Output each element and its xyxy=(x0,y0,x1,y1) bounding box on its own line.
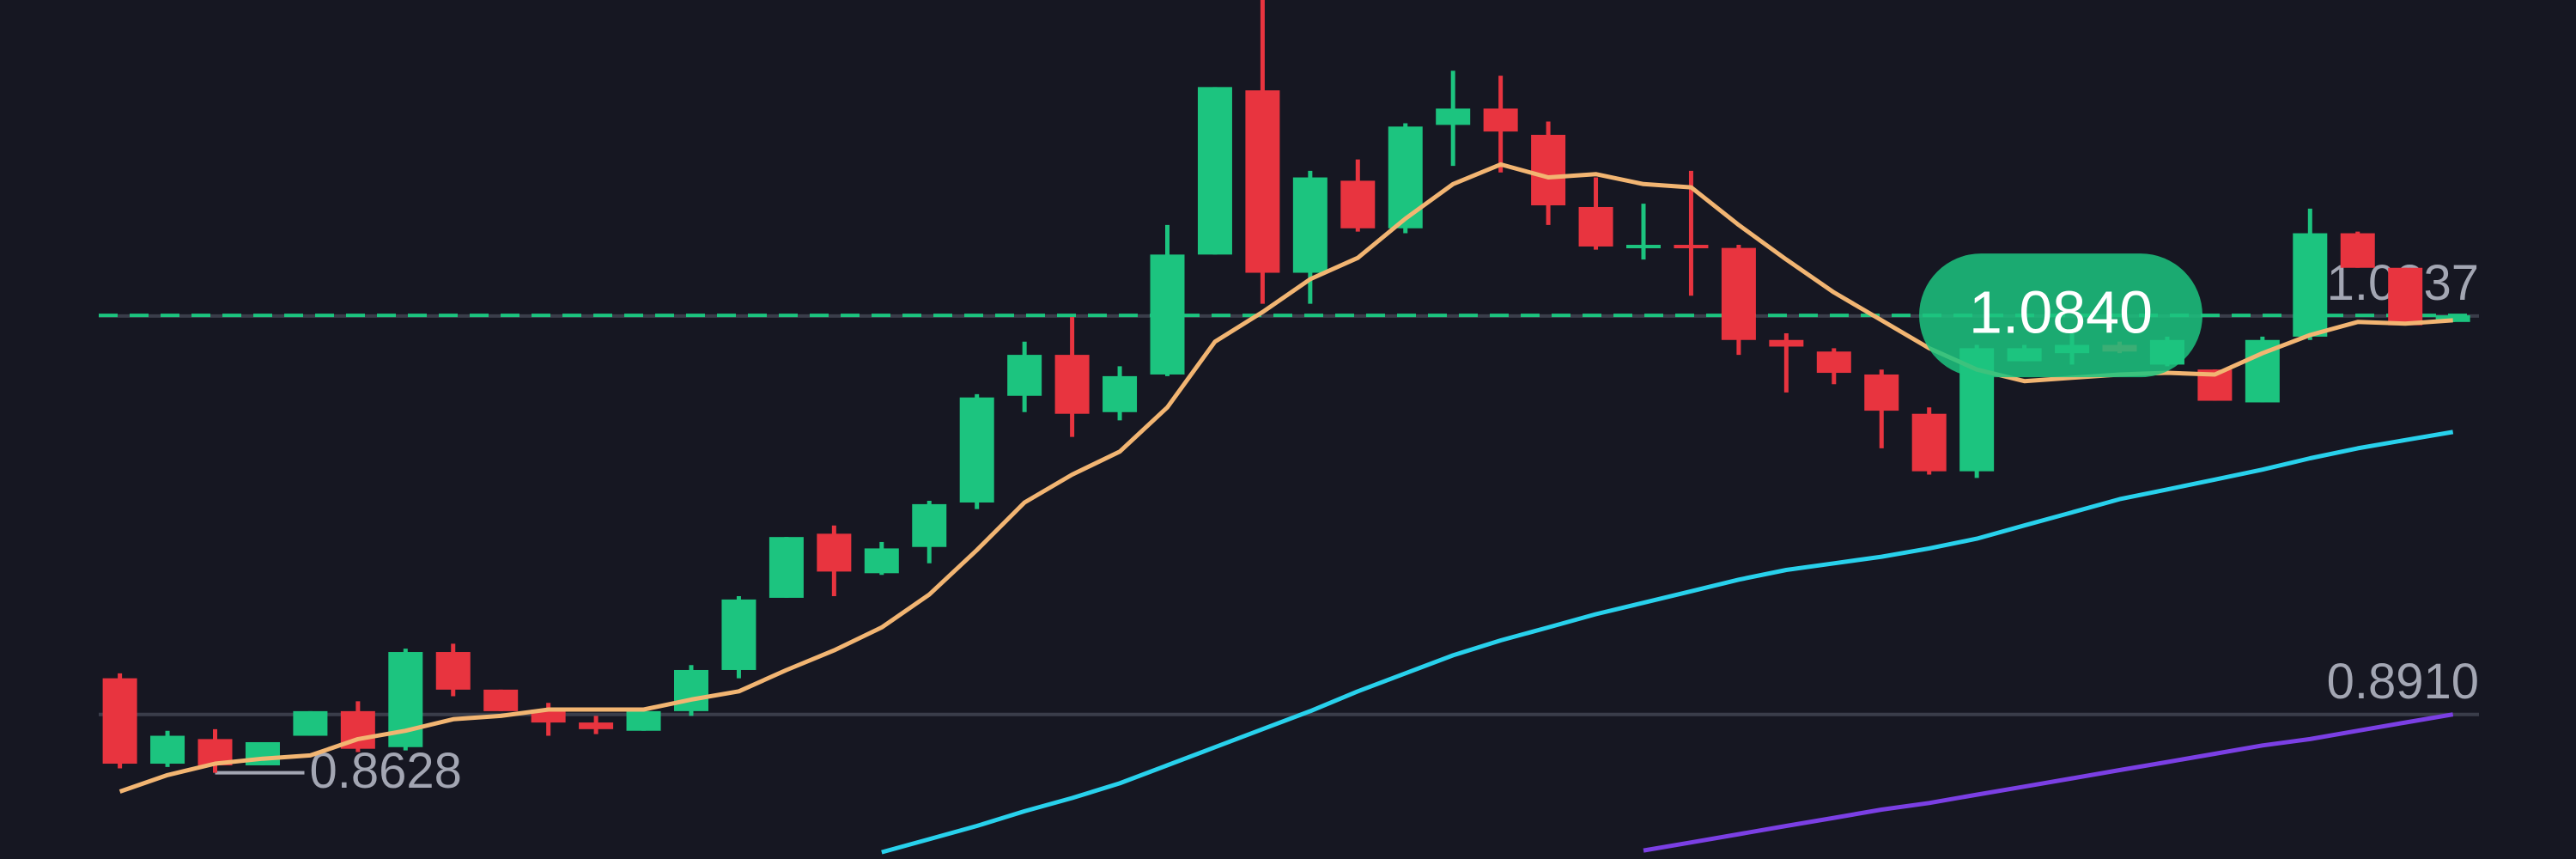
candle-body xyxy=(1769,339,1804,347)
candle-body xyxy=(674,669,708,711)
candle-body xyxy=(483,689,519,711)
candle-body xyxy=(1388,126,1423,228)
candle-body xyxy=(2388,267,2423,326)
candle-body xyxy=(1007,355,1042,396)
candle-body xyxy=(1864,374,1899,411)
candle-body xyxy=(1911,413,1947,472)
candle-body xyxy=(579,722,614,729)
candle-body xyxy=(1245,90,1280,273)
price-label: 0.8910 xyxy=(2327,654,2479,710)
candle-body xyxy=(864,548,899,574)
candle-body xyxy=(1721,247,1756,340)
candle-body xyxy=(721,599,756,670)
candle-body xyxy=(769,537,804,598)
price-tag-layer: 1.0840 xyxy=(1919,253,2202,378)
candle-body xyxy=(912,503,947,547)
moving-average xyxy=(1643,712,2454,853)
candle-body xyxy=(1578,206,1613,247)
candle-body xyxy=(2435,315,2470,322)
candle-body xyxy=(293,710,328,736)
candle-body xyxy=(1340,180,1376,228)
price-bubble xyxy=(1919,253,2202,378)
low-marker-label: 0.8628 xyxy=(310,743,462,799)
candle-body xyxy=(1626,245,1661,249)
candle-body xyxy=(626,710,661,731)
candle-body xyxy=(1150,254,1185,375)
candle-body xyxy=(1103,375,1138,412)
moving-average xyxy=(118,161,2453,794)
price-bubble-label: 1.0840 xyxy=(1969,279,2153,346)
candle-body xyxy=(2293,233,2328,337)
candle-body xyxy=(817,533,852,572)
candle-body xyxy=(1436,108,1471,125)
moving-average-layer xyxy=(118,161,2454,855)
candle-body xyxy=(435,652,471,690)
candle-body xyxy=(2340,233,2375,268)
candle-body xyxy=(1292,177,1327,273)
candle-body xyxy=(1531,134,1566,206)
candle-body xyxy=(102,678,137,765)
candle-body xyxy=(1483,108,1518,132)
candle-body xyxy=(1054,355,1090,414)
candle-body xyxy=(1674,245,1709,249)
candle-body xyxy=(1816,351,1851,374)
moving-average xyxy=(881,430,2454,855)
candle-body xyxy=(150,735,185,765)
candle-body xyxy=(959,397,994,503)
candle-body xyxy=(1197,87,1232,255)
